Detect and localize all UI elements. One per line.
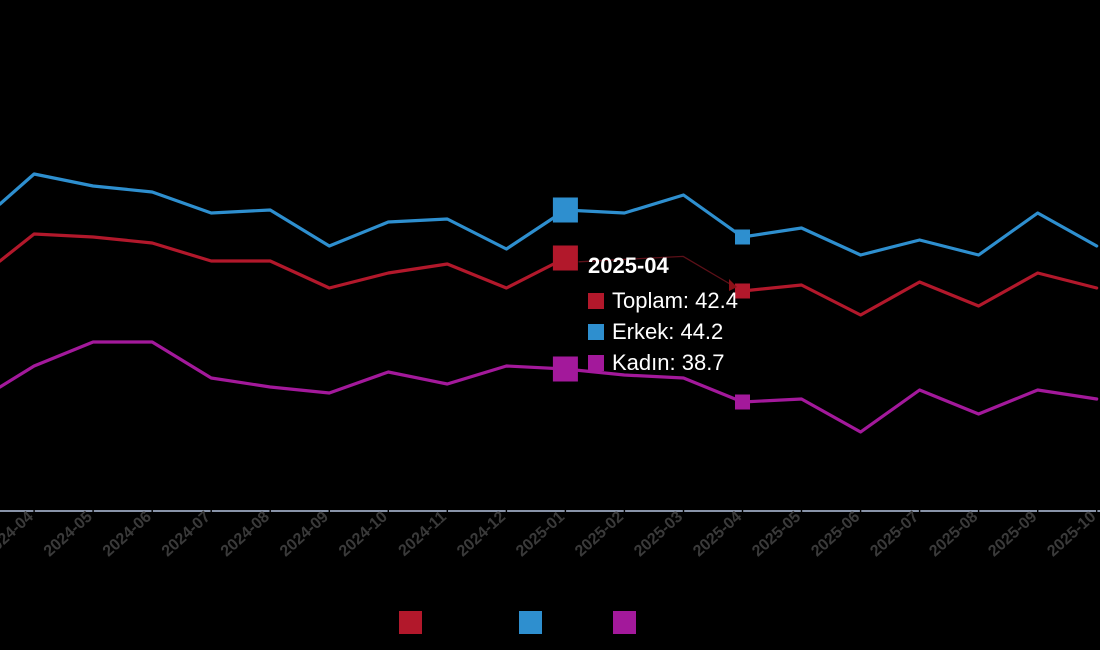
- svg-text:2024-08: 2024-08: [218, 508, 273, 560]
- svg-text:2025-08: 2025-08: [926, 508, 981, 560]
- svg-text:2025-07: 2025-07: [867, 508, 922, 560]
- svg-text:2025-01: 2025-01: [513, 508, 568, 560]
- svg-text:2025-05: 2025-05: [749, 508, 804, 560]
- svg-text:2024-12: 2024-12: [454, 508, 509, 560]
- svg-text:2025-04: 2025-04: [690, 508, 745, 560]
- svg-text:2024-06: 2024-06: [100, 508, 155, 560]
- svg-text:2024-04: 2024-04: [0, 508, 37, 560]
- svg-text:2024-10: 2024-10: [336, 508, 391, 560]
- svg-text:2024-11: 2024-11: [396, 508, 450, 559]
- svg-text:2025-09: 2025-09: [985, 508, 1040, 560]
- svg-text:2025-06: 2025-06: [808, 508, 863, 560]
- svg-text:2024-07: 2024-07: [159, 508, 214, 560]
- svg-text:2024-09: 2024-09: [277, 508, 332, 560]
- svg-text:2025-03: 2025-03: [631, 508, 686, 560]
- svg-text:2024-05: 2024-05: [41, 508, 96, 560]
- svg-text:2025-02: 2025-02: [572, 508, 627, 560]
- svg-text:2025-10: 2025-10: [1044, 508, 1099, 560]
